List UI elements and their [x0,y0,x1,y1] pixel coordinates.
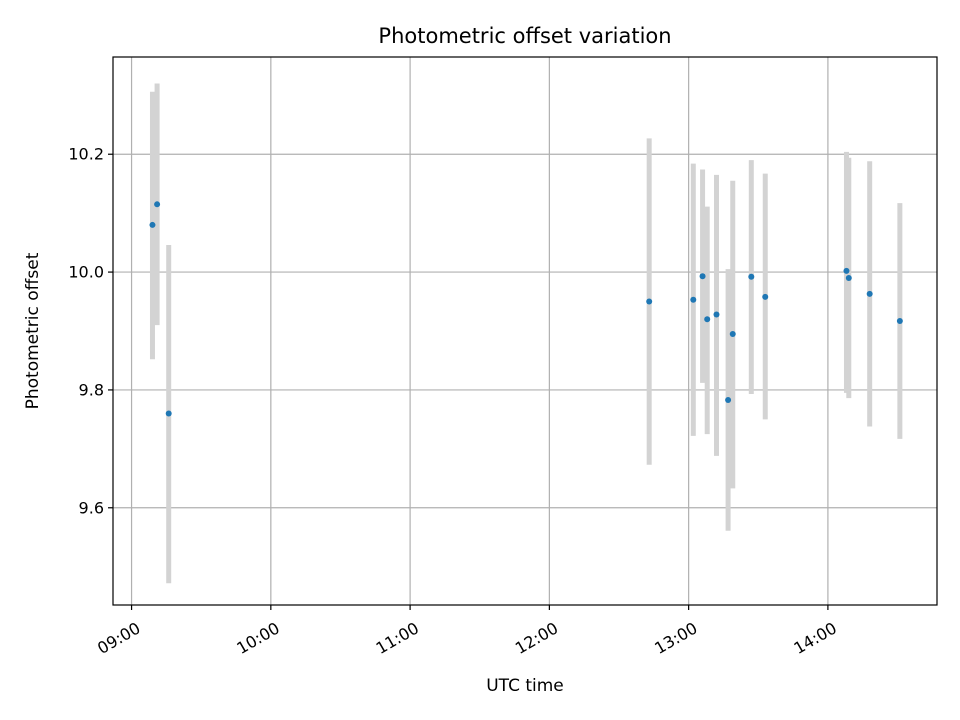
data-point [843,267,850,274]
data-point [154,201,161,208]
data-point [646,298,653,305]
plot-frame [112,56,938,606]
data-point [149,221,156,228]
y-tick-label: 10.2 [68,145,104,164]
y-axis-ticks: 9.6 9.8 10.0 10.2 [68,145,113,517]
y-tick-label: 10.0 [68,263,104,282]
data-point [845,274,852,281]
data-points [149,201,903,417]
grid [113,57,937,605]
y-axis-label: Photometric offset [23,252,43,409]
data-point [165,410,172,417]
data-point [762,293,769,300]
chart-title: Photometric offset variation [378,24,671,48]
data-point [704,316,711,323]
data-point [725,396,732,403]
x-axis-label: UTC time [486,676,564,696]
y-tick-label: 9.8 [79,380,104,399]
data-point [690,296,697,303]
y-tick-label: 9.6 [79,498,104,517]
data-point [896,317,903,324]
data-point [866,290,873,297]
data-point [748,273,755,280]
data-point [699,273,706,280]
plot-area [113,57,937,605]
data-point [729,330,736,337]
data-point [713,311,720,318]
